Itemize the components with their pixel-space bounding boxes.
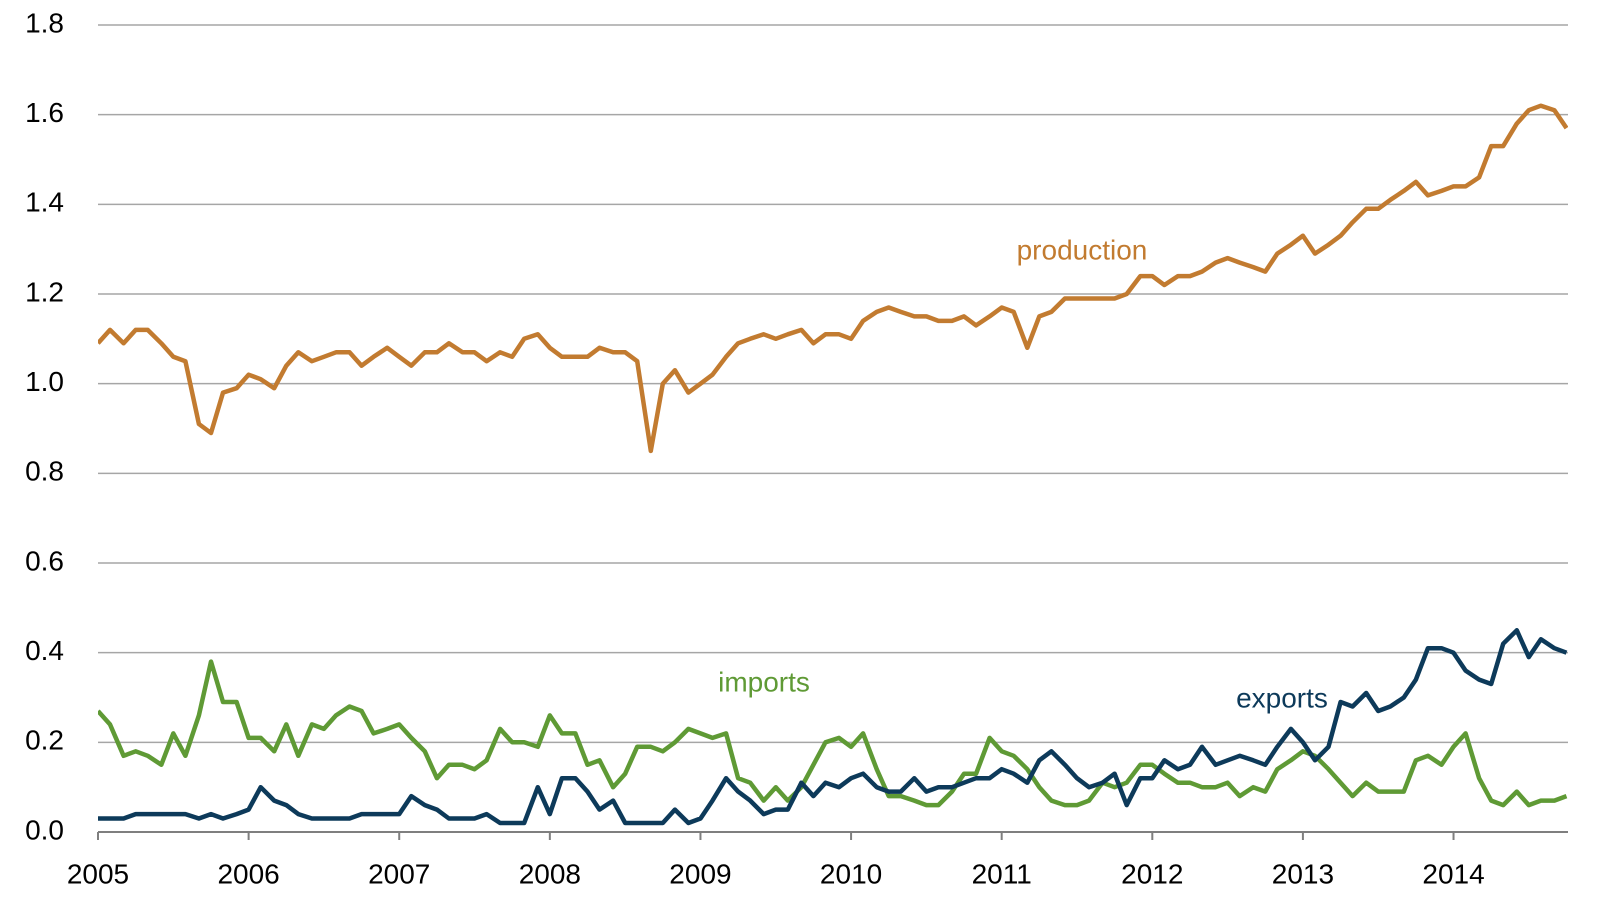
series-line (98, 659, 1568, 808)
y-tick-label: 0.2 (25, 725, 64, 756)
y-tick-label: 0.4 (25, 635, 64, 666)
x-tick-label: 2014 (1422, 858, 1484, 889)
y-tick-label: 0.6 (25, 545, 64, 576)
y-tick-label: 1.6 (25, 97, 64, 128)
x-tick-label: 2013 (1272, 858, 1334, 889)
y-tick-label: 0.0 (25, 814, 64, 845)
series-label: exports (1236, 682, 1328, 713)
x-tick-label: 2007 (368, 858, 430, 889)
y-tick-label: 1.2 (25, 276, 64, 307)
x-tick-label: 2006 (217, 858, 279, 889)
x-tick-label: 2011 (972, 858, 1032, 889)
x-tick-label: 2009 (669, 858, 731, 889)
y-tick-label: 1.0 (25, 366, 64, 397)
y-tick-label: 1.8 (25, 7, 64, 38)
series-label: production (1017, 234, 1148, 265)
series-line (98, 628, 1568, 826)
series-label: imports (718, 666, 810, 697)
y-tick-label: 0.8 (25, 456, 64, 487)
x-tick-label: 2010 (820, 858, 882, 889)
x-tick-label: 2008 (519, 858, 581, 889)
y-tick-label: 1.4 (25, 187, 64, 218)
x-tick-label: 2005 (67, 858, 129, 889)
x-tick-label: 2012 (1121, 858, 1183, 889)
series-line (98, 103, 1568, 454)
